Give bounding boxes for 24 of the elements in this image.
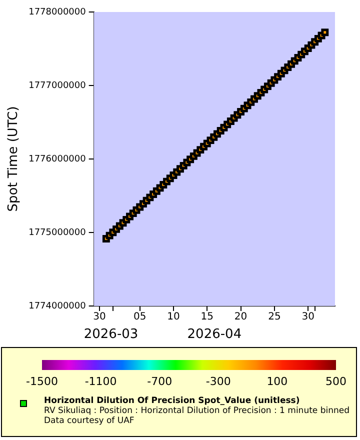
y-tick-label: 1775000000 — [28, 228, 86, 238]
color-bar-title: Horizontal Dilution Of Precision Spot_Value (unitless) — [44, 396, 301, 406]
y-axis-title: Spot Time (UTC) — [6, 106, 22, 212]
color-bar-label: -1100 — [84, 375, 118, 388]
color-bar-label: -1500 — [25, 375, 59, 388]
x-tick-label: 30 — [302, 312, 314, 323]
x-tick-label: 05 — [133, 312, 146, 323]
x-tick-label: 30 — [93, 312, 106, 323]
text: RV Sikuliaq : Position : Horizontal Dilution of Precision : 1 minute binned — [44, 406, 350, 416]
y-tick-label: 1774000000 — [28, 301, 86, 312]
x-tick-label: 10 — [167, 312, 180, 323]
color-bar-label: 100 — [266, 375, 289, 388]
text: Data courtesy of UAF — [44, 416, 136, 426]
x-tick-label: 15 — [200, 312, 214, 323]
color-bar-label: -700 — [146, 375, 174, 388]
y-tick-label: 1776000000 — [28, 154, 86, 164]
text: 2026-04 — [187, 326, 242, 342]
x-tick-label: 20 — [234, 312, 248, 323]
x-tick-label: 25 — [268, 312, 281, 323]
y-tick-label: 1777000000 — [28, 80, 86, 91]
text: 2026-03 — [84, 326, 138, 342]
color-bar-label: 500 — [324, 375, 348, 388]
y-tick-label: 1778000000 — [28, 7, 86, 18]
color-bar-label: -300 — [204, 375, 232, 388]
